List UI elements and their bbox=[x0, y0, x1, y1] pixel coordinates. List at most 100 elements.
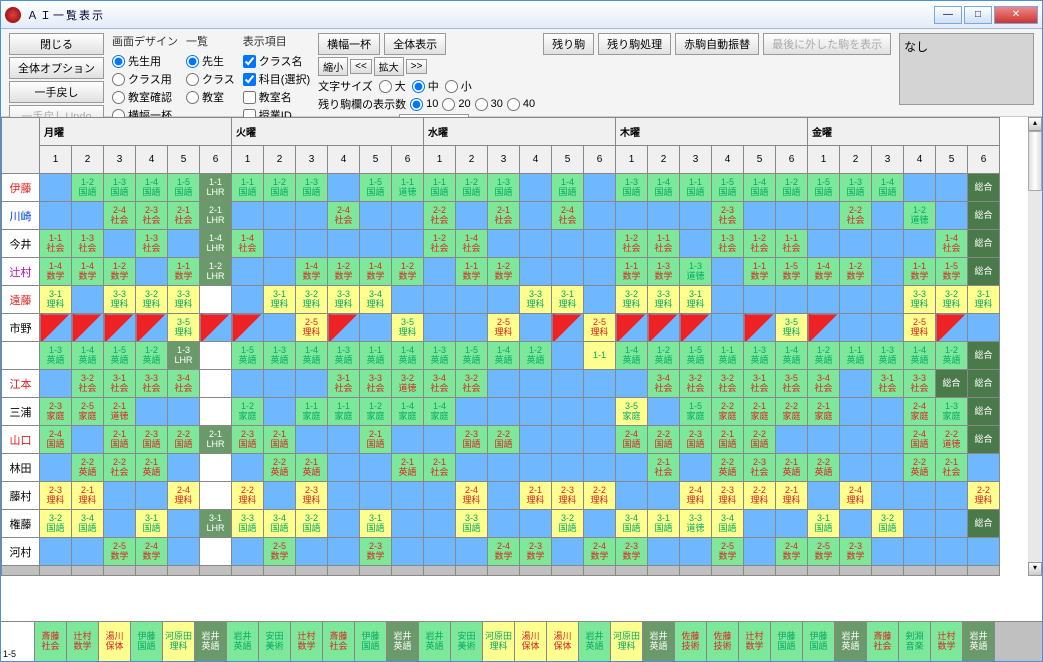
empty-cell[interactable] bbox=[680, 454, 712, 482]
list-room[interactable]: 教室 bbox=[186, 89, 235, 105]
timetable-cell[interactable]: 2-3数学 bbox=[840, 538, 872, 566]
empty-cell[interactable] bbox=[680, 230, 712, 258]
timetable-cell[interactable]: 2-4国語 bbox=[904, 426, 936, 454]
list-class[interactable]: クラス bbox=[186, 71, 235, 87]
teacher-name[interactable]: 林田 bbox=[2, 454, 40, 482]
empty-cell[interactable] bbox=[456, 398, 488, 426]
disp-room[interactable]: 教室名 bbox=[243, 89, 310, 105]
minimize-button[interactable]: — bbox=[934, 6, 962, 24]
timetable-cell[interactable]: 3-1社会 bbox=[328, 370, 360, 398]
empty-cell[interactable] bbox=[840, 426, 872, 454]
timetable-cell[interactable]: 3-1国語 bbox=[360, 510, 392, 538]
timetable-cell[interactable]: 2-2家庭 bbox=[776, 398, 808, 426]
design-class[interactable]: クラス用 bbox=[112, 71, 178, 87]
empty-cell[interactable] bbox=[776, 202, 808, 230]
timetable-cell[interactable]: 3-4社会 bbox=[808, 370, 840, 398]
empty-cell[interactable] bbox=[584, 398, 616, 426]
timetable-cell[interactable]: 1-5国語 bbox=[808, 174, 840, 202]
timetable-cell[interactable]: 2-4理科 bbox=[168, 482, 200, 510]
timetable-cell[interactable]: 2-1国語 bbox=[360, 426, 392, 454]
options-btn[interactable]: 全体オプション bbox=[9, 57, 104, 79]
empty-cell[interactable] bbox=[424, 510, 456, 538]
timetable-cell[interactable]: 3-1社会 bbox=[744, 370, 776, 398]
timetable-cell[interactable]: 2-3理科 bbox=[296, 482, 328, 510]
empty-cell[interactable] bbox=[872, 230, 904, 258]
timetable-cell[interactable]: 1-5英語 bbox=[680, 342, 712, 370]
empty-cell[interactable] bbox=[968, 538, 1000, 566]
timetable-cell[interactable]: 2-1家庭 bbox=[808, 398, 840, 426]
empty-cell[interactable] bbox=[904, 510, 936, 538]
empty-cell[interactable] bbox=[872, 426, 904, 454]
empty-cell[interactable] bbox=[552, 342, 584, 370]
empty-cell[interactable] bbox=[520, 510, 552, 538]
empty-cell[interactable] bbox=[904, 538, 936, 566]
empty-cell[interactable] bbox=[584, 230, 616, 258]
disp-subject[interactable]: 科目(選択) bbox=[243, 71, 310, 87]
timetable-cell[interactable]: 3-2社会 bbox=[72, 370, 104, 398]
timetable-cell[interactable]: 3-3国語 bbox=[232, 510, 264, 538]
empty-cell[interactable] bbox=[232, 370, 264, 398]
timetable-cell[interactable]: 2-4家庭 bbox=[904, 398, 936, 426]
empty-cell[interactable] bbox=[168, 398, 200, 426]
empty-cell[interactable] bbox=[136, 258, 168, 286]
timetable-cell[interactable]: 3-5理科 bbox=[168, 314, 200, 342]
bottom-cell[interactable]: 岩井英語 bbox=[227, 622, 259, 661]
timetable-cell[interactable]: 総合 bbox=[968, 230, 1000, 258]
empty-cell[interactable] bbox=[456, 314, 488, 342]
empty-cell[interactable] bbox=[872, 202, 904, 230]
timetable-cell[interactable]: 1-2LHR bbox=[200, 258, 232, 286]
empty-cell[interactable] bbox=[936, 510, 968, 538]
empty-cell[interactable] bbox=[520, 370, 552, 398]
timetable-cell[interactable]: 2-2理科 bbox=[232, 482, 264, 510]
timetable-cell[interactable]: 総合 bbox=[968, 370, 1000, 398]
timetable-cell[interactable]: 2-4数学 bbox=[584, 538, 616, 566]
empty-cell[interactable] bbox=[552, 426, 584, 454]
empty-cell[interactable] bbox=[520, 426, 552, 454]
timetable-cell[interactable]: 2-5数学 bbox=[264, 538, 296, 566]
timetable-cell[interactable]: 1-1国語 bbox=[680, 174, 712, 202]
timetable-cell[interactable]: 1-5家庭 bbox=[680, 398, 712, 426]
empty-cell[interactable] bbox=[488, 454, 520, 482]
empty-cell[interactable] bbox=[744, 538, 776, 566]
empty-cell[interactable] bbox=[872, 398, 904, 426]
empty-cell[interactable] bbox=[520, 230, 552, 258]
empty-cell[interactable] bbox=[296, 202, 328, 230]
empty-cell[interactable] bbox=[872, 314, 904, 342]
bottom-cell[interactable]: 河原田理科 bbox=[611, 622, 643, 661]
empty-cell[interactable] bbox=[936, 538, 968, 566]
rem-40[interactable]: 40 bbox=[507, 98, 535, 111]
empty-cell[interactable] bbox=[168, 230, 200, 258]
bottom-cell[interactable]: 伊藤国語 bbox=[771, 622, 803, 661]
empty-cell[interactable] bbox=[744, 202, 776, 230]
empty-cell[interactable] bbox=[456, 202, 488, 230]
timetable-cell[interactable]: 1-3社会 bbox=[136, 230, 168, 258]
empty-cell[interactable] bbox=[648, 538, 680, 566]
timetable-cell[interactable]: 1-5数学 bbox=[776, 258, 808, 286]
timetable-cell[interactable]: 3-1国語 bbox=[808, 510, 840, 538]
timetable-cell[interactable]: 2-1英語 bbox=[776, 454, 808, 482]
timetable-cell[interactable]: 2-4数学 bbox=[776, 538, 808, 566]
bottom-cell[interactable]: 岩井英語 bbox=[963, 622, 995, 661]
empty-cell[interactable] bbox=[200, 538, 232, 566]
timetable-cell[interactable]: 1-4国語 bbox=[648, 174, 680, 202]
timetable-cell[interactable]: 3-1社会 bbox=[104, 370, 136, 398]
timetable-cell[interactable]: 1-2英語 bbox=[520, 342, 552, 370]
close-btn[interactable]: 閉じる bbox=[9, 33, 104, 55]
timetable-cell[interactable]: 1-4国語 bbox=[872, 174, 904, 202]
timetable-cell[interactable]: 3-3理科 bbox=[648, 286, 680, 314]
bottom-cell[interactable]: 湯川保体 bbox=[547, 622, 579, 661]
timetable-cell[interactable]: 2-3数学 bbox=[520, 538, 552, 566]
empty-cell[interactable] bbox=[264, 202, 296, 230]
empty-cell[interactable] bbox=[616, 202, 648, 230]
empty-cell[interactable] bbox=[584, 286, 616, 314]
timetable-cell[interactable]: 1-4社会 bbox=[456, 230, 488, 258]
timetable-cell[interactable]: 1-3英語 bbox=[424, 342, 456, 370]
expand-more-btn[interactable]: >> bbox=[406, 59, 428, 74]
timetable-cell[interactable]: 1-2国語 bbox=[456, 174, 488, 202]
empty-cell[interactable] bbox=[360, 230, 392, 258]
timetable-cell[interactable]: 1-4国語 bbox=[552, 174, 584, 202]
timetable-cell[interactable]: 総合 bbox=[968, 202, 1000, 230]
bottom-cell[interactable]: 伊藤国語 bbox=[803, 622, 835, 661]
timetable-cell[interactable]: 1-3国語 bbox=[840, 174, 872, 202]
empty-cell[interactable] bbox=[616, 370, 648, 398]
